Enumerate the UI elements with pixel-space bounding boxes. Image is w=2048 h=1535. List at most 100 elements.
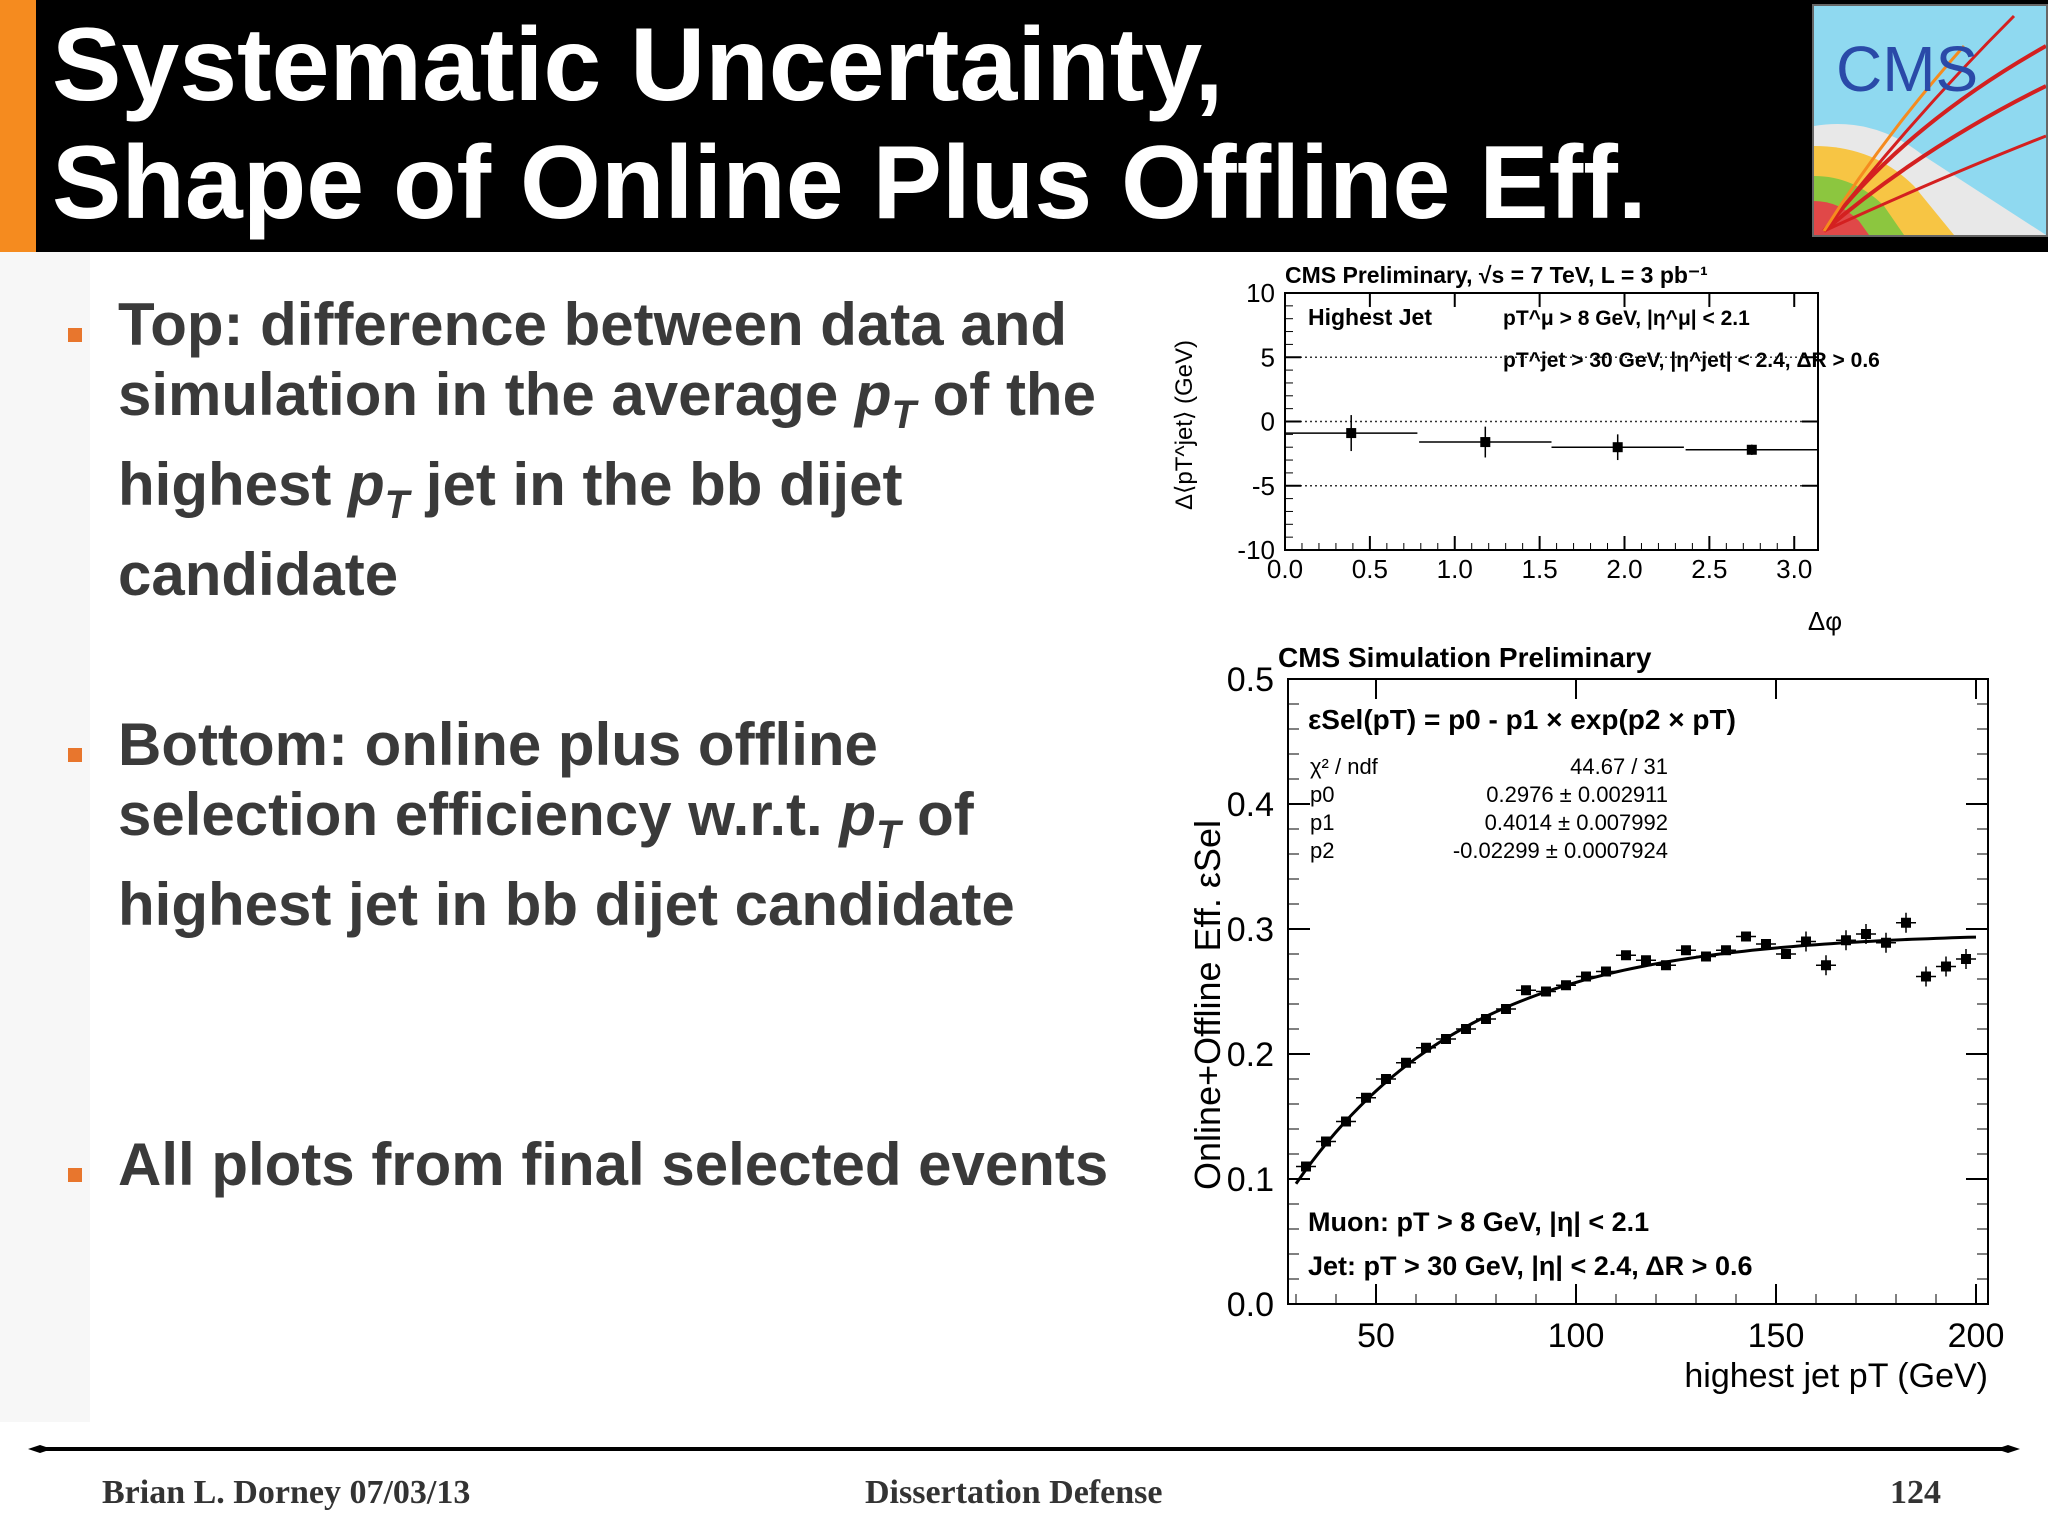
y-tick-label: 0.4 xyxy=(1227,786,1274,824)
data-point xyxy=(1761,939,1771,949)
y-tick-label: 0.2 xyxy=(1227,1036,1274,1074)
data-point xyxy=(1521,985,1531,996)
x-tick-label: 100 xyxy=(1548,1317,1605,1355)
data-point xyxy=(1601,966,1611,977)
pt-symbol: p xyxy=(348,451,385,518)
data-point xyxy=(1746,444,1757,455)
data-point xyxy=(1341,1116,1351,1127)
bullet-text-segment: of highest jet in bb dijet candidate xyxy=(118,781,1015,938)
x-axis-label: Δφ xyxy=(1808,606,1842,636)
data-point xyxy=(1901,917,1911,928)
fit-param-value: -0.02299 ± 0.0007924 xyxy=(1453,838,1668,863)
y-axis-label: Online+Offline Eff. εSel xyxy=(1187,820,1228,1190)
bullet-text-segment: All plots from final selected events xyxy=(118,1131,1109,1198)
data-point xyxy=(1501,1004,1511,1014)
footer-divider xyxy=(28,1445,2020,1453)
pt-symbol: p xyxy=(839,781,877,848)
data-point xyxy=(1681,945,1691,956)
data-point xyxy=(1701,951,1711,962)
plot-frame xyxy=(1287,678,1989,1305)
plot-title: CMS Simulation Preliminary xyxy=(1278,642,1652,673)
data-point xyxy=(1781,949,1791,959)
y-tick-label: -10 xyxy=(1237,535,1275,565)
y-tick-label: 10 xyxy=(1246,278,1275,308)
fit-param-name: p0 xyxy=(1310,782,1334,807)
bullet-text-segment: of the highest xyxy=(118,361,1096,518)
pt-subscript: T xyxy=(384,483,410,527)
data-point xyxy=(1321,1136,1331,1147)
data-point xyxy=(1641,955,1651,966)
data-point xyxy=(1461,1024,1471,1034)
data-point xyxy=(1541,986,1551,997)
x-axis-label: highest jet pT (GeV) xyxy=(1684,1357,1988,1395)
data-point xyxy=(1841,935,1851,946)
fit-param-value: 0.4014 ± 0.007992 xyxy=(1485,810,1668,835)
y-tick-label: 5 xyxy=(1261,342,1275,372)
x-tick-label: 3.0 xyxy=(1776,554,1812,584)
x-tick-label: 1.0 xyxy=(1437,554,1473,584)
bullet-text-segment: Top: difference between data and simulat… xyxy=(118,291,1068,428)
data-point xyxy=(1741,931,1751,942)
x-tick-label: 50 xyxy=(1357,1317,1395,1355)
title-line-2: Shape of Online Plus Offline Eff. xyxy=(52,125,1647,241)
plot-title: CMS Preliminary, √s = 7 TeV, L = 3 pb⁻¹ xyxy=(1285,262,1708,288)
bullet-text-segment: jet in the bb dijet candidate xyxy=(118,451,903,608)
x-tick-label: 0.0 xyxy=(1267,554,1303,584)
data-point xyxy=(1480,437,1491,448)
data-point xyxy=(1921,971,1931,982)
x-tick-label: 200 xyxy=(1948,1317,2005,1355)
logo-text: CMS xyxy=(1836,33,1978,105)
fit-parameter-box: χ² / ndf 44.67 / 31 p0 0.2976 ± 0.002911… xyxy=(1310,754,1668,863)
pt-subscript: T xyxy=(891,393,916,437)
y-tick-label: 0.1 xyxy=(1227,1161,1274,1199)
cms-logo: CMS xyxy=(1812,4,2048,237)
data-point xyxy=(1301,1161,1311,1172)
content-side-panel xyxy=(0,252,90,1422)
bullet-text-segment: Bottom: online plus offline selection ef… xyxy=(118,711,878,848)
bullet-marker xyxy=(68,1168,82,1182)
data-point xyxy=(1941,961,1951,972)
data-point xyxy=(1346,428,1357,439)
data-point xyxy=(1621,950,1631,961)
data-point xyxy=(1881,937,1891,948)
bullet-text: Bottom: online plus offline selection ef… xyxy=(118,710,1118,940)
x-tick-label: 2.0 xyxy=(1606,554,1642,584)
fit-param-value: 44.67 / 31 xyxy=(1570,754,1668,779)
data-point xyxy=(1421,1042,1431,1053)
title-line-1: Systematic Uncertainty, xyxy=(52,7,1224,123)
y-tick-label: 0.3 xyxy=(1227,911,1274,949)
data-point xyxy=(1661,960,1671,971)
y-tick-label: -5 xyxy=(1252,471,1275,501)
data-point xyxy=(1961,954,1971,964)
annotation-line-1: pT^μ > 8 GeV, |η^μ| < 2.1 xyxy=(1503,307,1750,330)
y-axis-label: Δ⟨pT^jet⟩ (GeV) xyxy=(1171,340,1198,510)
data-point xyxy=(1861,929,1871,939)
pt-symbol: p xyxy=(854,361,892,428)
bullet-marker xyxy=(68,748,82,762)
data-point xyxy=(1361,1092,1371,1103)
bullet-marker xyxy=(68,328,82,342)
footer-event: Dissertation Defense xyxy=(865,1474,1163,1511)
data-point xyxy=(1612,442,1623,453)
cut-label-jet: Jet: pT > 30 GeV, |η| < 2.4, ΔR > 0.6 xyxy=(1308,1251,1752,1281)
pt-subscript: T xyxy=(876,813,901,857)
x-tick-label: 1.5 xyxy=(1522,554,1558,584)
slide-header: Systematic Uncertainty, Shape of Online … xyxy=(0,0,2048,252)
bottom-efficiency-plot: CMS Simulation Preliminary εSel(pT) = p0… xyxy=(1187,642,2005,1395)
top-delta-pt-plot: CMS Preliminary, √s = 7 TeV, L = 3 pb⁻¹ … xyxy=(1171,262,1880,636)
fit-formula: εSel(pT) = p0 - p1 × exp(p2 × pT) xyxy=(1308,704,1736,735)
x-tick-label: 2.5 xyxy=(1691,554,1727,584)
header-accent-bar xyxy=(0,0,36,252)
data-point xyxy=(1581,971,1591,982)
fit-param-value: 0.2976 ± 0.002911 xyxy=(1486,782,1668,807)
x-tick-label: 150 xyxy=(1748,1317,1805,1355)
y-tick-label: 0 xyxy=(1261,407,1275,437)
data-point xyxy=(1441,1034,1451,1044)
bullet-text: All plots from final selected events xyxy=(118,1130,1118,1200)
data-point xyxy=(1381,1074,1391,1084)
data-point xyxy=(1821,960,1831,971)
fit-param-name: p2 xyxy=(1310,838,1334,863)
legend-label: Highest Jet xyxy=(1308,304,1432,330)
fit-curve xyxy=(1294,935,1977,1185)
fit-param-name: χ² / ndf xyxy=(1310,754,1379,779)
